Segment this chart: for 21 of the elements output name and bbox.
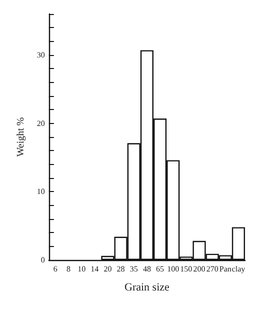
x-tick-label: 150 [180,264,192,274]
x-tick-label: Pan [219,264,232,274]
x-tick-label: 270 [206,264,218,274]
x-tick-label: 28 [116,264,125,274]
x-tick-label: 8 [66,264,71,274]
x-tick-label: 100 [167,264,180,274]
x-tick-label: 6 [53,264,58,274]
y-tick-label: 0 [40,256,45,264]
x-tick-label: 200 [193,264,206,274]
y-tick-label: 20 [36,118,45,128]
y-tick-label: 10 [36,187,45,196]
x-tick-label: 10 [78,264,86,274]
x-axis-title: Grain size [124,282,170,294]
x-tick-label: 14 [90,264,99,274]
x-tick-label: 48 [142,264,151,274]
y-tick-label: 30 [36,50,45,60]
x-tick-label: 35 [130,264,138,274]
y-axis-title: Weight % [16,117,26,157]
x-tick-label: clay [232,264,246,274]
x-tick-label: 65 [156,264,164,274]
x-tick-label: 20 [104,264,112,274]
